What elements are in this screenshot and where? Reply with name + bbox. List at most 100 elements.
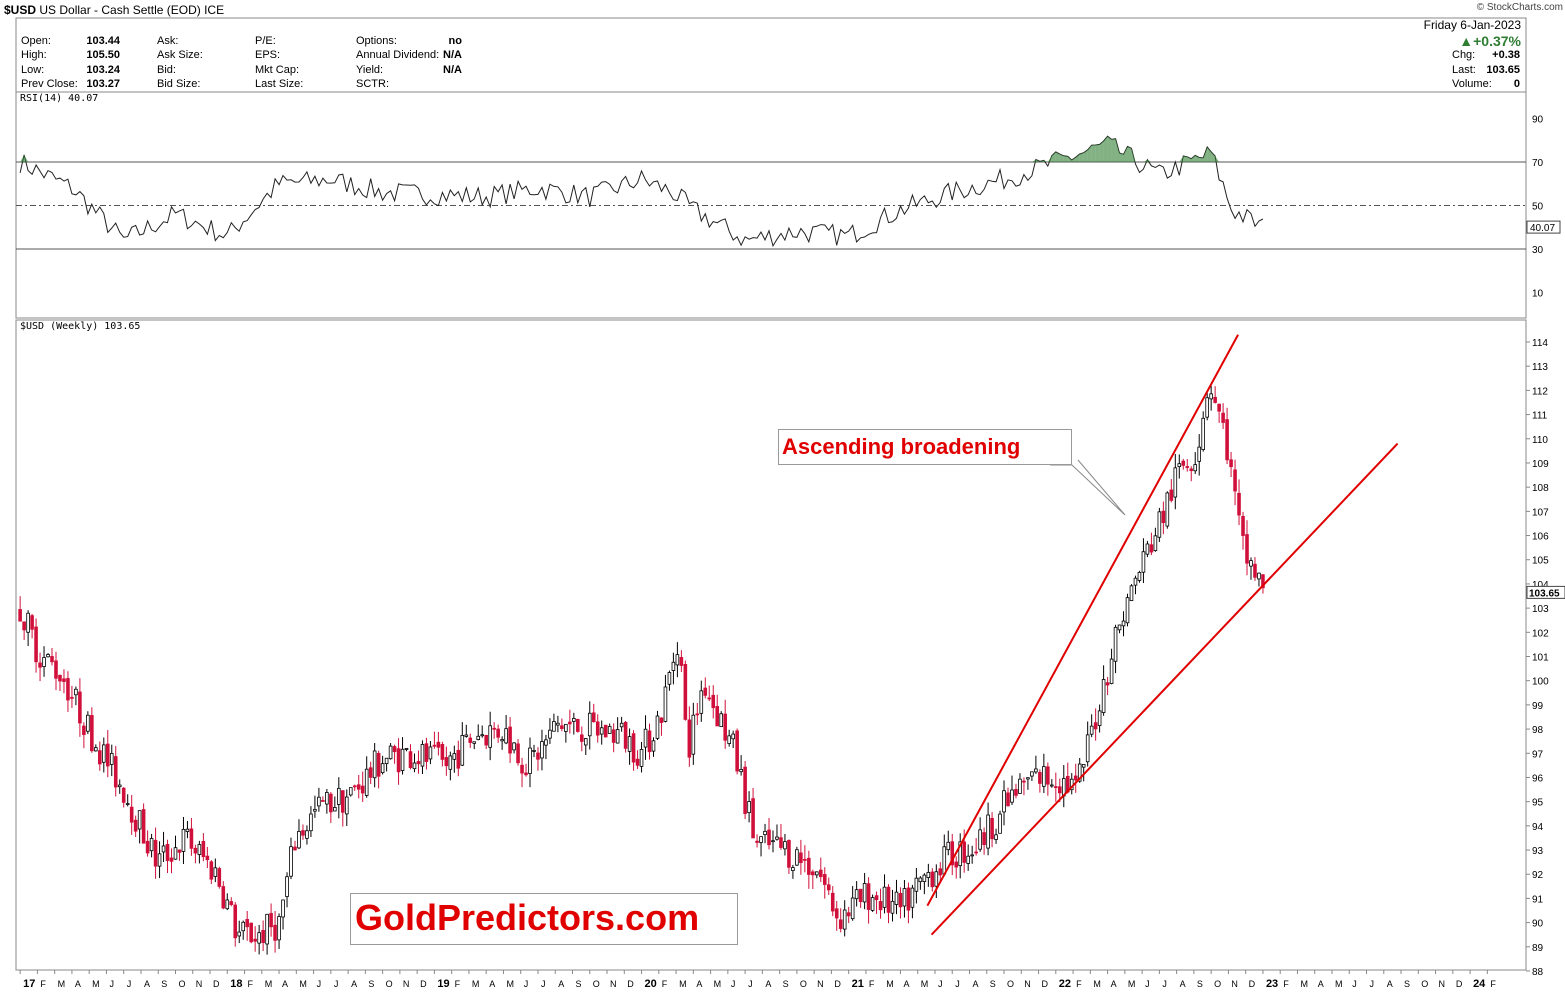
pattern-annotation: Ascending broadening — [778, 429, 1072, 465]
rsi-overbought-fill — [1071, 157, 1076, 162]
candle-body — [583, 738, 588, 746]
candle — [181, 816, 186, 864]
candle — [723, 699, 727, 749]
candle-body — [444, 757, 449, 767]
rsi-overbought-fill — [1035, 159, 1040, 162]
candle-body — [719, 713, 724, 728]
x-tick-label: D — [627, 979, 634, 989]
candle-body — [400, 748, 405, 771]
candle — [675, 642, 680, 678]
rsi-tick-label: 70 — [1532, 158, 1544, 169]
candle — [412, 753, 417, 773]
x-tick-label: F — [248, 979, 254, 989]
candle-body — [98, 750, 102, 765]
candle-body — [803, 858, 807, 861]
x-tick-label: F — [869, 979, 875, 989]
candle-body — [488, 725, 492, 748]
candle-body — [1177, 463, 1182, 467]
candle-body — [1253, 563, 1257, 578]
candle-body — [420, 743, 425, 767]
candle — [90, 707, 94, 753]
rsi-overbought-fill — [1063, 155, 1068, 162]
candle-body — [1018, 778, 1022, 794]
candle-body — [763, 830, 767, 836]
candle — [826, 877, 831, 895]
x-tick-label: F — [662, 979, 668, 989]
rsi-overbought-fill — [1083, 149, 1088, 162]
candle — [1209, 385, 1213, 411]
candle-body — [524, 772, 528, 776]
x-tick-label: J — [334, 979, 339, 989]
candle — [416, 750, 421, 774]
rsi-overbought-fill — [1203, 146, 1208, 162]
candle-body — [1201, 417, 1205, 450]
candle-body — [830, 892, 835, 912]
price-tick-label: 97 — [1532, 749, 1544, 760]
candle — [910, 884, 915, 919]
candle-body — [261, 930, 265, 943]
price-tick-label: 107 — [1532, 507, 1549, 518]
x-tick-label: M — [1300, 979, 1308, 989]
price-tick-label: 92 — [1532, 870, 1544, 881]
candle-body — [735, 730, 739, 772]
candle-body — [496, 728, 500, 738]
candle-body — [1185, 466, 1190, 468]
price-tick-label: 99 — [1532, 701, 1544, 712]
candle-body — [221, 886, 226, 909]
volume-value: 0 — [1513, 78, 1520, 90]
candle — [603, 724, 608, 738]
candle-body — [404, 748, 409, 750]
candle-body — [109, 752, 114, 765]
candle — [735, 728, 739, 775]
annotation-pointer — [1050, 459, 1126, 516]
x-tick-label: A — [282, 979, 288, 989]
candle — [986, 802, 990, 856]
candle — [818, 857, 823, 883]
candle — [113, 745, 118, 797]
candle — [759, 836, 763, 857]
candle-body — [392, 746, 397, 753]
candle-body — [938, 868, 943, 876]
x-tick-label: O — [800, 979, 807, 989]
rsi-overbought-fill — [1051, 151, 1056, 162]
candle-body — [699, 690, 704, 714]
x-tick-label: M — [679, 979, 687, 989]
candle — [1093, 708, 1098, 741]
rsi-overbought-fill — [1099, 140, 1104, 162]
x-tick-label: A — [1111, 979, 1117, 989]
price-tick-label: 90 — [1532, 919, 1544, 930]
candle-body — [1225, 419, 1229, 461]
candle-body — [464, 734, 469, 737]
x-tick-label: S — [161, 979, 167, 989]
candle-body — [811, 871, 815, 876]
candle-body — [926, 872, 931, 879]
candle-body — [727, 735, 731, 744]
candle — [524, 763, 528, 777]
candle-body — [356, 784, 361, 790]
candle-body — [807, 857, 811, 875]
candle-body — [958, 841, 963, 867]
candle-body — [886, 886, 891, 913]
candle — [898, 887, 903, 919]
rsi-tick-label: 30 — [1532, 245, 1544, 256]
candle-body — [1165, 492, 1170, 527]
candle — [1149, 532, 1154, 556]
candle-body — [516, 743, 520, 764]
candle — [18, 596, 22, 622]
candle — [842, 900, 847, 937]
candle-body — [325, 792, 329, 805]
open-label: Open: — [21, 35, 51, 47]
candle-body — [1229, 459, 1233, 468]
rsi-overbought-fill — [1187, 156, 1192, 162]
candle-body — [599, 727, 604, 735]
candle — [520, 757, 524, 788]
candle-body — [90, 715, 94, 752]
candle — [440, 741, 445, 767]
candle — [1161, 501, 1166, 535]
candle-body — [1026, 777, 1030, 780]
candle — [1141, 538, 1146, 584]
x-tick-label: A — [765, 979, 771, 989]
x-tick-label: F — [1076, 979, 1082, 989]
candle-body — [1161, 510, 1166, 524]
